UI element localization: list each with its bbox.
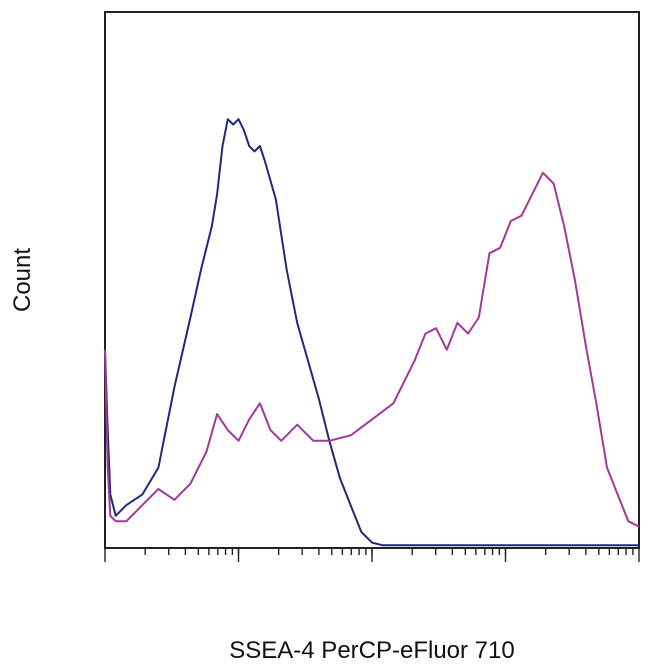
series-line-2 bbox=[104, 171, 640, 528]
x-axis-ticks bbox=[104, 548, 640, 562]
plot-frame bbox=[104, 11, 640, 549]
y-axis-title: Count bbox=[9, 248, 36, 312]
x-axis-title: SSEA-4 PerCP-eFluor 710 bbox=[229, 637, 514, 664]
series-layer bbox=[104, 118, 640, 547]
series-line-1 bbox=[104, 118, 639, 547]
